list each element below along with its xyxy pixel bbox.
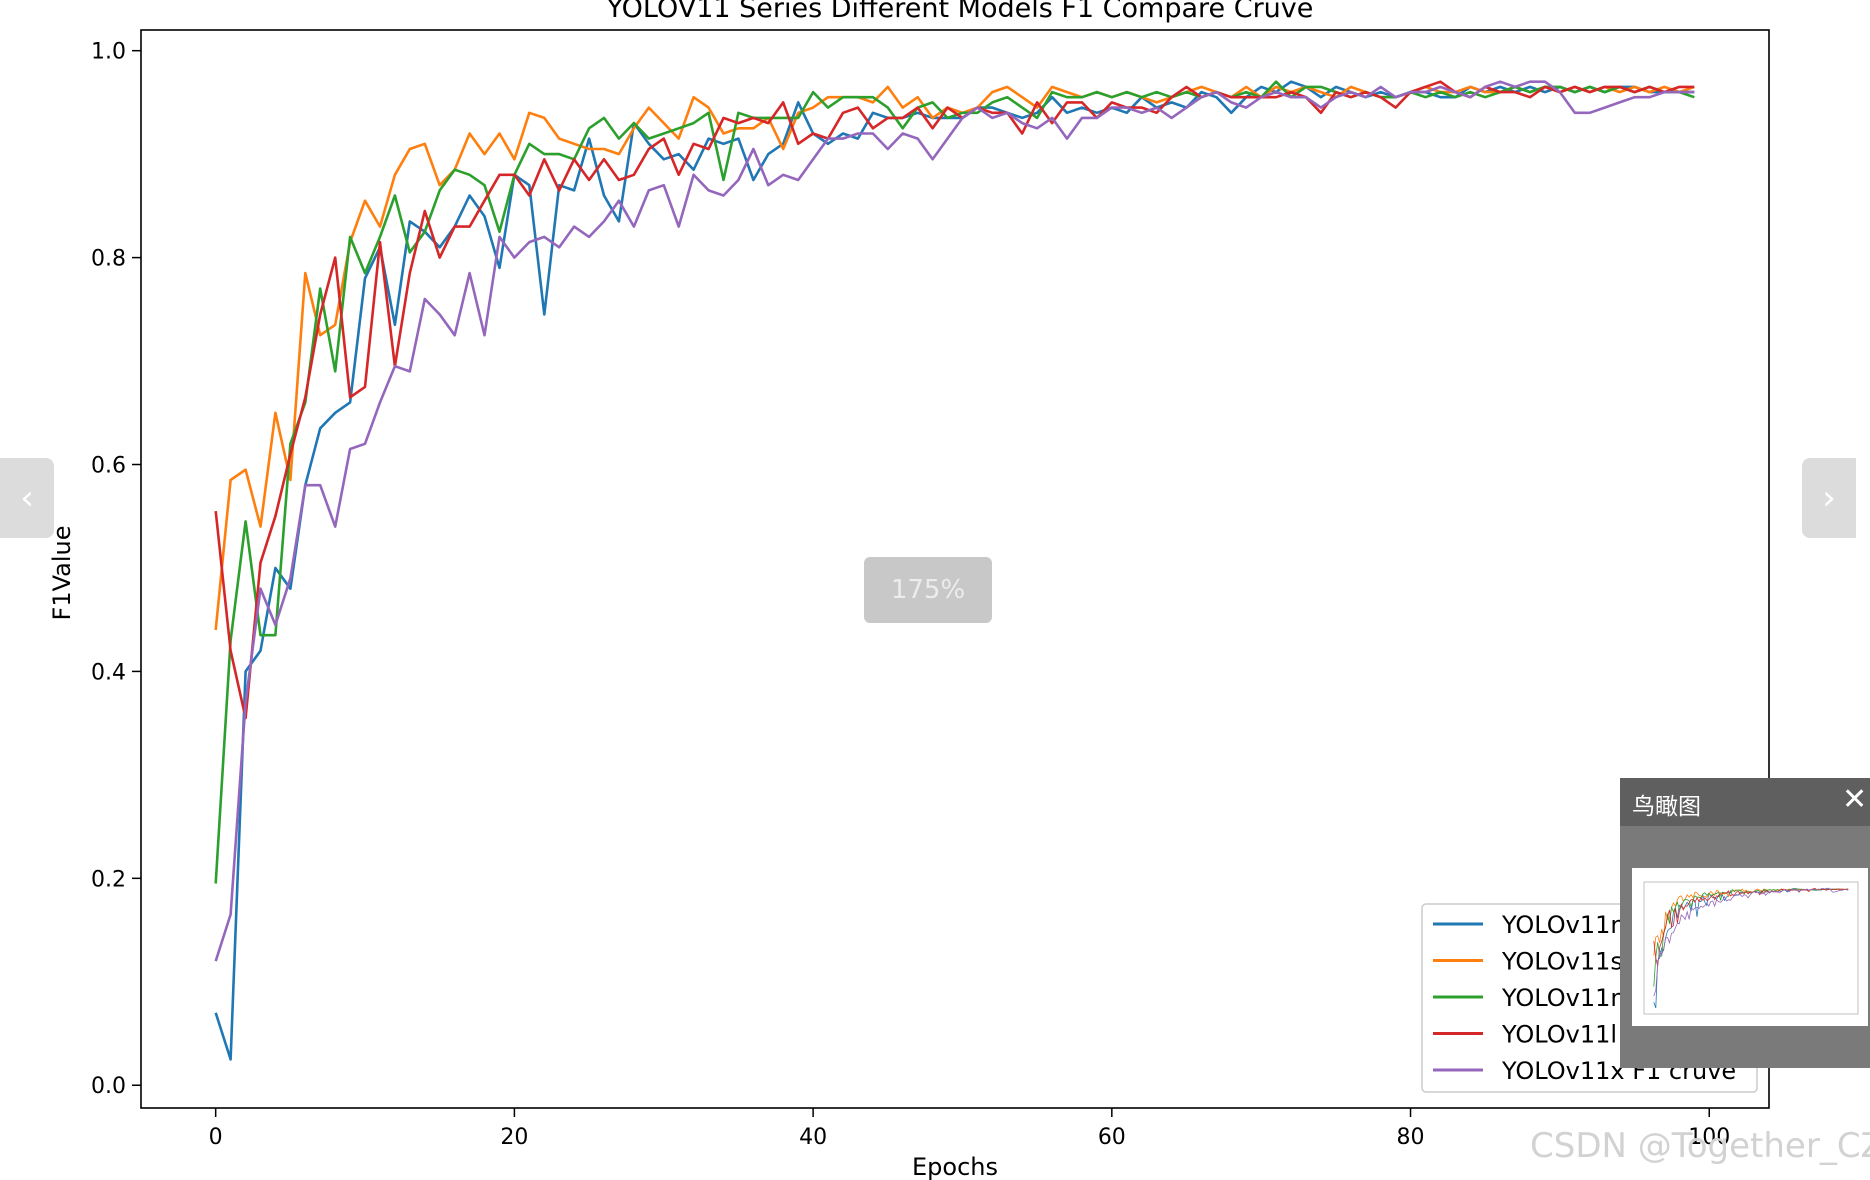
series-line <box>214 85 1695 631</box>
chevron-left-icon: ‹ <box>20 478 34 518</box>
series-line <box>214 80 1695 720</box>
x-tick-label: 100 <box>1688 1125 1730 1150</box>
zoom-level-badge: 175% <box>864 557 992 623</box>
y-tick-label: 0.4 <box>91 660 126 685</box>
y-tick-label: 1.0 <box>91 40 126 65</box>
x-tick-label: 80 <box>1397 1125 1425 1150</box>
series-line <box>214 80 1695 884</box>
previous-image-button[interactable]: ‹ <box>0 458 54 538</box>
y-tick-label: 0.6 <box>91 454 126 479</box>
zoom-level-text: 175% <box>890 575 966 605</box>
y-tick-label: 0.8 <box>91 247 126 272</box>
next-image-button[interactable]: › <box>1802 458 1856 538</box>
series-line <box>214 80 1695 962</box>
birdseye-header: 鸟瞰图 ✕ <box>1620 778 1870 826</box>
plot-frame <box>140 29 1770 1109</box>
birdseye-thumbnail[interactable] <box>1632 868 1868 1026</box>
x-tick-label: 40 <box>799 1125 827 1150</box>
chevron-right-icon: › <box>1822 478 1836 518</box>
birdseye-panel[interactable]: 鸟瞰图 ✕ <box>1620 778 1870 1068</box>
thumbnail-frame <box>1643 881 1859 1015</box>
thumbnail-series-line <box>1653 888 1849 956</box>
x-tick-label: 60 <box>1098 1125 1126 1150</box>
x-axis-label: Epochs <box>912 1153 998 1180</box>
series-line <box>214 80 1695 1061</box>
thumbnail-series-line <box>1653 887 1849 997</box>
thumbnail-chart <box>1643 881 1859 1015</box>
thumbnail-series-line <box>1653 887 1849 1009</box>
close-icon[interactable]: ✕ <box>1842 782 1868 817</box>
x-tick-label: 0 <box>209 1125 223 1150</box>
birdseye-title: 鸟瞰图 <box>1632 794 1701 820</box>
x-tick-label: 20 <box>500 1125 528 1150</box>
thumbnail-series-line <box>1653 887 1849 987</box>
watermark: CSDN @Together_CZ <box>1530 1126 1870 1166</box>
y-tick-label: 0.2 <box>91 867 126 892</box>
y-tick-label: 0.0 <box>91 1074 126 1099</box>
y-axis-label: F1Value <box>48 526 76 621</box>
chart-title: YOLOV11 Series Different Models F1 Compa… <box>606 0 1314 24</box>
